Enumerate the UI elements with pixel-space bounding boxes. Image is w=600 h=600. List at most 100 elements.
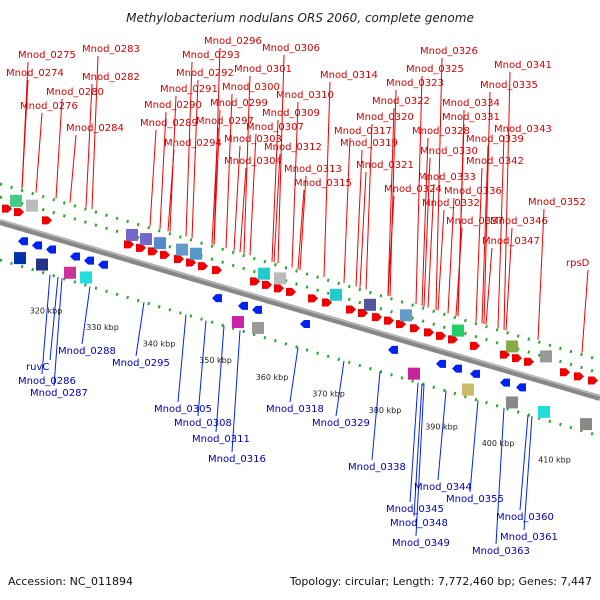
forward-gene-label: Mnod_0293 (182, 50, 240, 61)
forward-gene-arrow (560, 368, 570, 377)
forward-gene-label: Mnod_0313 (284, 164, 342, 175)
kbp-tick-label: 320 kbp (30, 306, 63, 315)
forward-gene-label: Mnod_0284 (66, 123, 124, 134)
reverse-gene-arrow (452, 364, 462, 373)
reverse-leader-line (495, 407, 505, 545)
forward-leader-line (233, 145, 241, 251)
forward-leader-line (273, 153, 281, 263)
kbp-tick-label: 380 kbp (369, 406, 402, 415)
forward-gene-label: Mnod_0352 (528, 197, 586, 208)
reverse-gene-label: Mnod_0355 (446, 494, 504, 505)
forward-leader-line (537, 208, 545, 340)
reverse-gene-label: Mnod_0287 (30, 388, 88, 399)
forward-gene-arrow (308, 294, 318, 303)
reverse-gene-label: Mnod_0360 (496, 512, 554, 523)
gene-block (26, 199, 38, 212)
gene-block (36, 258, 48, 271)
reverse-leader-line (409, 382, 419, 503)
forward-gene-label: Mnod_0330 (420, 146, 478, 157)
reverse-leader-line (81, 286, 91, 345)
forward-gene-arrow (2, 204, 12, 213)
forward-gene-arrow (500, 350, 510, 359)
forward-leader-line (475, 167, 483, 322)
reverse-gene-label: Mnod_0349 (392, 538, 450, 549)
reverse-leader-line (415, 384, 425, 537)
reverse-gene-label: Mnod_0345 (386, 504, 444, 515)
reverse-leader-line (335, 360, 345, 417)
forward-gene-arrow (124, 240, 134, 249)
forward-leader-line (481, 145, 489, 324)
forward-gene-arrow (148, 247, 158, 256)
forward-gene-arrow (470, 341, 480, 350)
forward-gene-label: Mnod_0331 (442, 112, 500, 123)
reverse-gene-arrow (516, 383, 526, 392)
forward-gene-arrow (274, 284, 284, 293)
forward-gene-label: Mnod_0292 (176, 68, 234, 79)
forward-gene-label: Mnod_0335 (480, 80, 538, 91)
forward-gene-label: Mnod_0309 (262, 108, 320, 119)
forward-gene-arrow (160, 250, 170, 259)
gene-block (140, 233, 152, 246)
forward-gene-arrow (424, 328, 434, 337)
forward-leader-line (291, 101, 299, 268)
reverse-gene-arrow (98, 260, 108, 269)
label-leader-lines (21, 47, 589, 545)
reverse-leader-line (49, 276, 59, 361)
forward-leader-line (323, 81, 331, 278)
forward-leader-line (435, 57, 443, 310)
reverse-gene-label: Mnod_0295 (112, 358, 170, 369)
forward-gene-label: Mnod_0283 (82, 44, 140, 55)
forward-gene-arrow (198, 262, 208, 271)
forward-gene-label: Mnod_0332 (422, 198, 480, 209)
forward-leader-line (243, 75, 251, 254)
forward-gene-label: Mnod_0320 (356, 112, 414, 123)
gene-block (14, 252, 26, 265)
gene-block (154, 237, 166, 250)
accession-text: Accession: NC_011894 (8, 575, 133, 588)
forward-gene-label: Mnod_0326 (420, 46, 478, 57)
forward-gene-arrow (448, 335, 458, 344)
forward-gene-arrow (174, 255, 184, 264)
forward-gene-label: Mnod_0296 (204, 36, 262, 47)
forward-gene-label: Mnod_0275 (18, 50, 76, 61)
forward-gene-label: Mnod_0336 (444, 186, 502, 197)
forward-gene-label: Mnod_0346 (490, 216, 548, 227)
reverse-leader-line (289, 347, 299, 403)
reverse-gene-arrow (84, 256, 94, 265)
reverse-gene-arrow (470, 369, 480, 378)
forward-gene-arrow (322, 298, 332, 307)
forward-leader-line (483, 91, 491, 324)
reverse-gene-arrow (238, 301, 248, 310)
forward-leader-line (581, 269, 589, 353)
forward-leader-line (387, 107, 395, 296)
forward-leader-line (343, 137, 351, 283)
gene-block (176, 243, 188, 256)
forward-leader-line (69, 134, 77, 203)
forward-gene-arrow (524, 357, 534, 366)
reverse-gene-arrow (436, 359, 446, 368)
forward-gene-label: Mnod_0306 (262, 43, 320, 54)
reverse-leader-line (215, 325, 225, 433)
forward-gene-label: Mnod_0289 (140, 118, 198, 129)
forward-gene-label: Mnod_0321 (356, 160, 414, 171)
gene-block (232, 316, 244, 329)
forward-gene-label: Mnod_0319 (340, 138, 398, 149)
forward-gene-label: Mnod_0299 (210, 98, 268, 109)
forward-leader-line (389, 89, 397, 297)
reverse-leader-line (135, 302, 145, 357)
reverse-leader-line (177, 314, 187, 403)
reverse-gene-arrow (70, 252, 80, 261)
forward-gene-label: Mnod_0312 (264, 142, 322, 153)
forward-leader-line (239, 167, 247, 253)
forward-gene-label: Mnod_0328 (412, 126, 470, 137)
forward-leader-line (437, 209, 445, 311)
forward-leader-line (159, 111, 167, 229)
kbp-ticks: 320 kbp 330 kbp 340 kbp 350 kbp 360 kbp 370 k… (30, 306, 571, 464)
gene-block (506, 340, 518, 353)
gene-block (538, 405, 550, 418)
gene-block (190, 247, 202, 260)
forward-leader-line (191, 79, 199, 239)
gene-block (126, 228, 138, 241)
forward-leader-line (149, 129, 157, 227)
